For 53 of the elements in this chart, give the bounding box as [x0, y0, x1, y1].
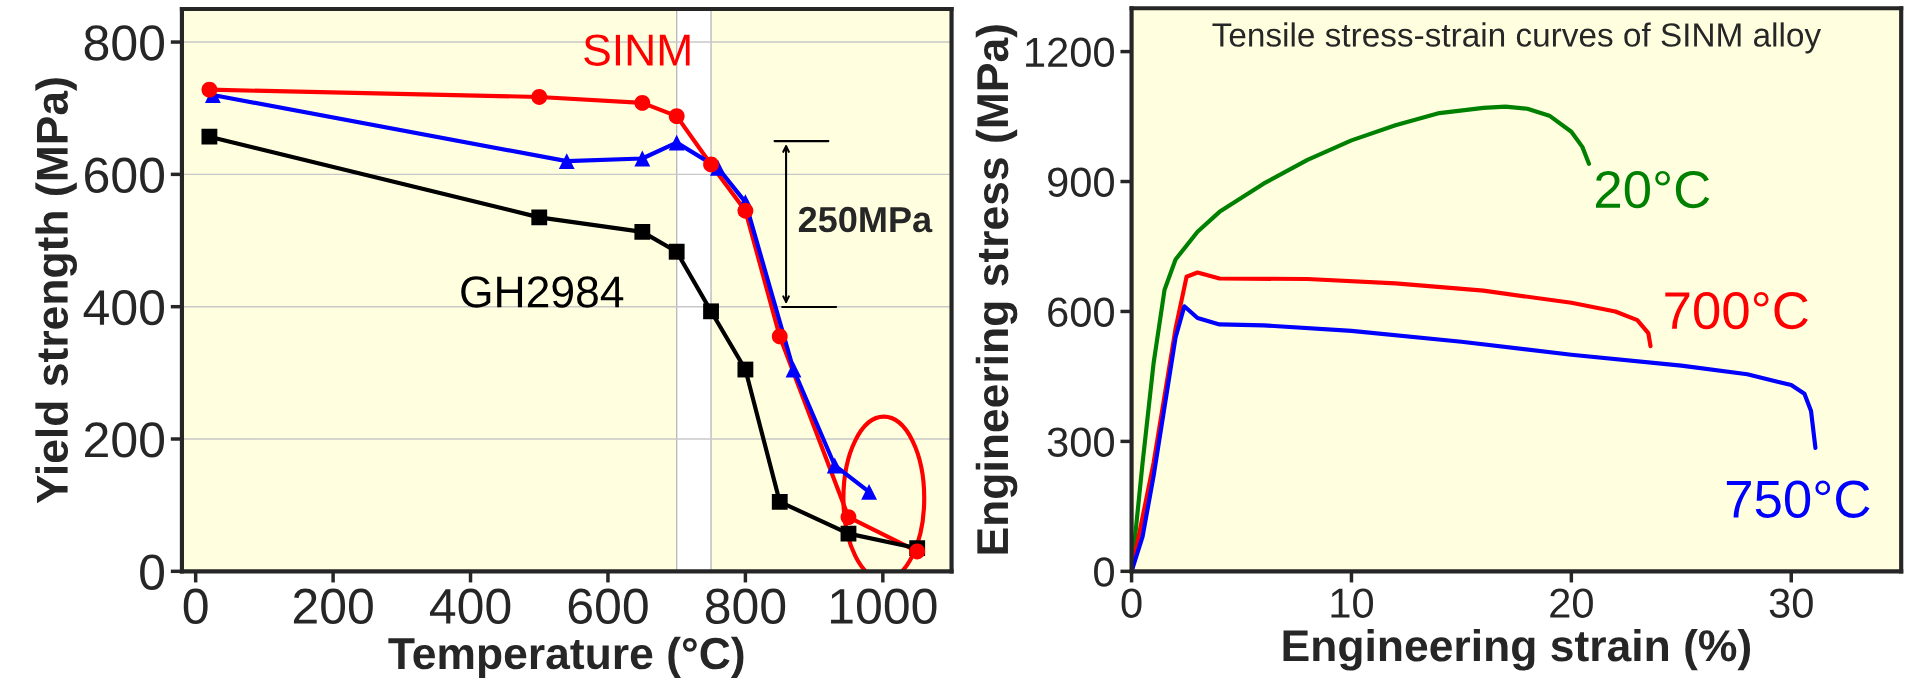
- annotation: 250MPa: [798, 206, 933, 233]
- x-tick-label: 600: [568, 588, 648, 625]
- point: [737, 361, 754, 378]
- point: [668, 134, 685, 151]
- point: [826, 457, 843, 474]
- point: [840, 525, 857, 542]
- point: [703, 156, 719, 173]
- point: [703, 303, 719, 320]
- x-axis-title: Engineering strain (%): [1283, 628, 1751, 671]
- x-tick-label: 10: [1331, 588, 1374, 618]
- point: [840, 509, 857, 525]
- point: [634, 150, 651, 167]
- point: [634, 95, 651, 111]
- point: [785, 361, 802, 378]
- point: [771, 328, 788, 345]
- x-tick-label: 200: [293, 588, 373, 625]
- y-tick-label: 1200: [1026, 37, 1114, 68]
- x-tick-label: 0: [183, 588, 208, 625]
- y-tick-label: 0: [1094, 557, 1114, 587]
- series-label: GH2984: [461, 276, 624, 308]
- x-axis-title: Temperature (°C): [388, 636, 744, 679]
- series-label: SINM: [584, 34, 690, 66]
- y-tick-label: 800: [84, 25, 165, 61]
- point: [737, 202, 754, 219]
- y-tick-label: 600: [1048, 297, 1114, 327]
- series-label: 700°C: [1665, 291, 1808, 330]
- point: [201, 81, 218, 98]
- chart-title: Tensile stress-strain curves of SINM alloy: [1212, 22, 1822, 54]
- point: [201, 128, 218, 145]
- x-tick-label: 1000: [831, 588, 937, 625]
- y-tick-label: 0: [140, 554, 164, 590]
- series-label: 20°C: [1596, 170, 1710, 209]
- point: [668, 108, 685, 125]
- point: [861, 484, 878, 500]
- y-tick-label: 400: [83, 289, 165, 326]
- y-tick-label: 900: [1048, 167, 1114, 198]
- y-tick-label: 600: [85, 157, 165, 193]
- y-axis-title: Engineering stress (MPa): [975, 25, 1018, 554]
- x-tick-label: 400: [429, 588, 511, 625]
- x-tick-label: 800: [705, 588, 786, 625]
- y-tick-label: 200: [85, 422, 165, 458]
- point: [558, 153, 575, 170]
- x-tick-label: 20: [1550, 588, 1593, 618]
- point: [771, 493, 788, 510]
- y-tick-label: 300: [1047, 427, 1114, 457]
- x-tick-label: 0: [1121, 588, 1142, 618]
- x-tick-label: 30: [1769, 588, 1813, 618]
- point: [531, 89, 548, 105]
- point: [634, 224, 651, 240]
- point: [668, 243, 685, 260]
- point: [531, 209, 548, 226]
- y-axis-title: Yield strength (MPa): [35, 78, 77, 504]
- series-label: 750°C: [1726, 480, 1870, 518]
